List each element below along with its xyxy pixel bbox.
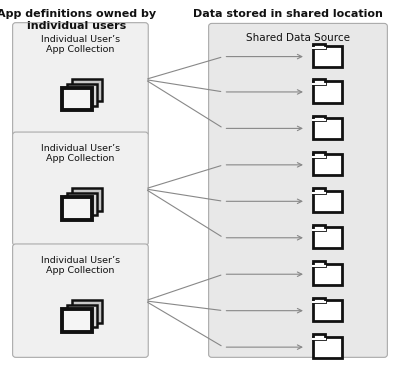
Bar (313, 334, 324, 339)
FancyBboxPatch shape (13, 244, 148, 357)
Bar (66, 193, 97, 215)
Text: Individual User’s
App Collection: Individual User’s App Collection (41, 256, 120, 275)
FancyBboxPatch shape (13, 132, 148, 246)
FancyBboxPatch shape (209, 23, 387, 357)
Text: Individual User’s
App Collection: Individual User’s App Collection (41, 35, 120, 54)
Bar (313, 227, 342, 248)
Bar (313, 188, 324, 193)
Bar (72, 79, 102, 101)
Bar (313, 81, 342, 103)
Bar (72, 300, 102, 323)
Bar (72, 188, 102, 211)
Bar (313, 337, 342, 358)
Text: App definitions owned by
individual users: App definitions owned by individual user… (0, 9, 156, 31)
FancyBboxPatch shape (13, 23, 148, 136)
Bar (62, 88, 92, 110)
Bar (313, 300, 342, 321)
Bar (62, 309, 92, 332)
Bar (313, 152, 324, 157)
Bar (66, 305, 97, 327)
Bar (313, 225, 324, 230)
Bar (313, 115, 324, 120)
Bar (313, 261, 324, 266)
Bar (313, 154, 342, 176)
Bar (313, 298, 324, 302)
Bar (313, 118, 342, 139)
Bar (313, 79, 324, 84)
Text: Shared Data Source: Shared Data Source (246, 33, 350, 43)
Bar (313, 44, 324, 48)
Text: Data stored in shared location: Data stored in shared location (193, 9, 383, 19)
Bar (62, 197, 92, 220)
Bar (313, 191, 342, 212)
Bar (66, 84, 97, 106)
Bar (313, 46, 342, 67)
Text: Individual User’s
App Collection: Individual User’s App Collection (41, 144, 120, 163)
Bar (313, 264, 342, 285)
